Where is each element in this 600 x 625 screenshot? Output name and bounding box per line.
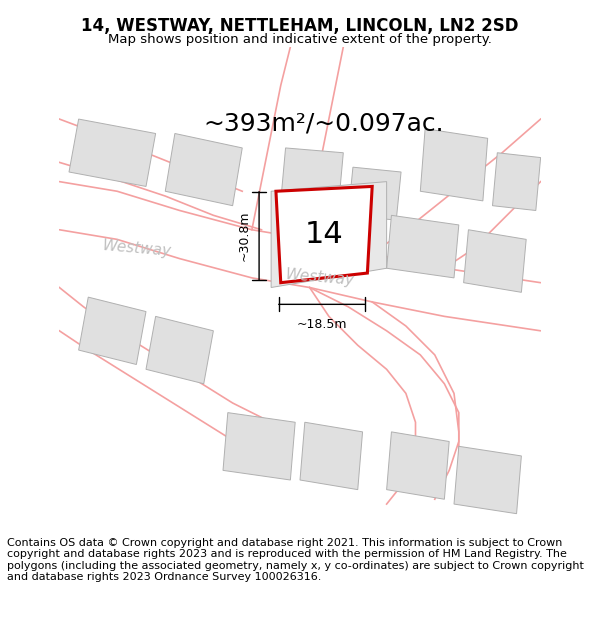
Text: Westway: Westway	[284, 268, 355, 288]
Polygon shape	[223, 412, 295, 480]
Text: 14: 14	[305, 220, 343, 249]
Text: Contains OS data © Crown copyright and database right 2021. This information is : Contains OS data © Crown copyright and d…	[7, 538, 584, 582]
Polygon shape	[464, 230, 526, 292]
Polygon shape	[79, 297, 146, 364]
Polygon shape	[146, 316, 214, 384]
Text: Map shows position and indicative extent of the property.: Map shows position and indicative extent…	[108, 33, 492, 46]
Polygon shape	[454, 446, 521, 514]
Text: ~393m²/~0.097ac.: ~393m²/~0.097ac.	[204, 112, 445, 136]
Polygon shape	[386, 215, 459, 278]
Polygon shape	[165, 134, 242, 206]
Polygon shape	[271, 182, 386, 288]
Polygon shape	[386, 432, 449, 499]
Text: ~18.5m: ~18.5m	[296, 318, 347, 331]
Polygon shape	[348, 167, 401, 220]
Polygon shape	[493, 152, 541, 211]
Polygon shape	[300, 422, 362, 489]
Text: Westway: Westway	[101, 239, 172, 259]
Polygon shape	[281, 148, 343, 206]
Polygon shape	[69, 119, 155, 186]
Polygon shape	[421, 129, 488, 201]
Text: 14, WESTWAY, NETTLEHAM, LINCOLN, LN2 2SD: 14, WESTWAY, NETTLEHAM, LINCOLN, LN2 2SD	[81, 18, 519, 35]
Text: ~30.8m: ~30.8m	[238, 211, 250, 261]
Polygon shape	[276, 186, 372, 282]
